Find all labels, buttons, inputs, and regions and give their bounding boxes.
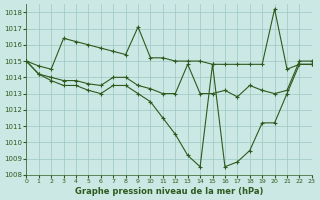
- X-axis label: Graphe pression niveau de la mer (hPa): Graphe pression niveau de la mer (hPa): [75, 187, 263, 196]
